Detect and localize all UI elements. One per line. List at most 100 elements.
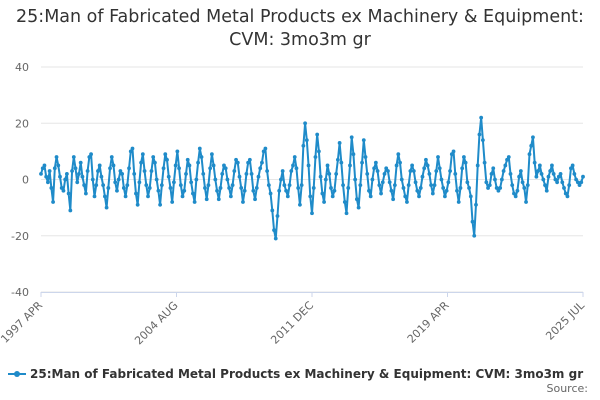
data-point[interactable]	[335, 157, 340, 162]
data-point[interactable]	[480, 138, 485, 143]
data-point[interactable]	[58, 174, 62, 179]
data-point[interactable]	[455, 188, 459, 193]
data-point[interactable]	[142, 169, 147, 173]
data-point[interactable]	[406, 183, 411, 188]
data-point[interactable]	[125, 183, 130, 188]
data-point[interactable]	[386, 169, 390, 173]
data-point[interactable]	[253, 197, 257, 202]
data-point[interactable]	[475, 163, 480, 168]
data-point[interactable]	[104, 205, 109, 210]
data-point[interactable]	[151, 155, 156, 159]
data-point[interactable]	[237, 174, 242, 179]
data-point[interactable]	[349, 135, 354, 140]
data-point[interactable]	[275, 214, 280, 218]
data-point[interactable]	[391, 197, 396, 202]
data-point[interactable]	[379, 191, 383, 196]
data-point[interactable]	[54, 155, 59, 159]
data-point[interactable]	[82, 183, 87, 188]
data-point[interactable]	[246, 160, 251, 165]
data-point[interactable]	[437, 166, 442, 171]
data-point[interactable]	[194, 177, 199, 182]
data-point[interactable]	[249, 171, 254, 176]
data-point[interactable]	[498, 186, 503, 190]
data-point[interactable]	[430, 191, 435, 196]
data-point[interactable]	[499, 177, 504, 182]
data-point[interactable]	[567, 183, 572, 188]
data-point[interactable]	[550, 163, 554, 168]
data-point[interactable]	[569, 166, 573, 171]
data-point[interactable]	[159, 183, 164, 188]
data-point[interactable]	[161, 166, 166, 171]
data-point[interactable]	[358, 183, 363, 188]
data-point[interactable]	[192, 200, 197, 204]
data-point[interactable]	[75, 180, 80, 185]
data-point[interactable]	[308, 194, 313, 199]
data-point[interactable]	[462, 155, 466, 159]
data-point[interactable]	[493, 177, 497, 182]
data-point[interactable]	[227, 186, 232, 190]
data-point[interactable]	[294, 166, 299, 171]
data-point[interactable]	[254, 186, 259, 190]
data-point[interactable]	[524, 200, 528, 204]
data-point[interactable]	[484, 180, 489, 185]
data-point[interactable]	[325, 163, 330, 168]
data-point[interactable]	[427, 171, 432, 176]
data-point[interactable]	[99, 174, 104, 179]
data-point[interactable]	[332, 188, 337, 193]
data-point[interactable]	[199, 155, 204, 159]
data-point[interactable]	[313, 155, 318, 159]
data-point[interactable]	[337, 141, 342, 145]
data-point[interactable]	[436, 155, 440, 159]
data-point[interactable]	[505, 157, 509, 162]
data-point[interactable]	[320, 191, 325, 196]
data-point[interactable]	[261, 149, 266, 154]
data-point[interactable]	[109, 155, 114, 159]
data-point[interactable]	[534, 174, 539, 179]
data-point[interactable]	[247, 157, 252, 162]
data-point[interactable]	[299, 183, 304, 188]
data-point[interactable]	[403, 194, 408, 199]
data-point[interactable]	[401, 186, 406, 190]
data-point[interactable]	[94, 183, 99, 188]
data-point[interactable]	[368, 194, 373, 199]
data-point[interactable]	[425, 163, 430, 168]
data-point[interactable]	[306, 163, 311, 168]
data-point[interactable]	[284, 188, 289, 193]
data-point[interactable]	[365, 171, 370, 176]
data-point[interactable]	[304, 138, 309, 143]
data-point[interactable]	[51, 200, 55, 204]
data-point[interactable]	[344, 211, 349, 216]
data-point[interactable]	[411, 169, 416, 173]
data-point[interactable]	[392, 183, 397, 188]
data-point[interactable]	[189, 180, 194, 185]
data-point[interactable]	[346, 186, 351, 190]
data-point[interactable]	[372, 166, 377, 171]
data-point[interactable]	[434, 169, 439, 173]
data-point[interactable]	[265, 169, 270, 173]
data-point[interactable]	[153, 160, 157, 165]
data-point[interactable]	[146, 194, 150, 199]
data-point[interactable]	[562, 186, 566, 190]
data-point[interactable]	[154, 177, 159, 182]
data-point[interactable]	[453, 171, 458, 176]
data-point[interactable]	[489, 171, 494, 176]
data-point[interactable]	[232, 169, 237, 173]
data-point[interactable]	[197, 146, 202, 151]
data-point[interactable]	[285, 194, 290, 199]
data-point[interactable]	[361, 138, 366, 143]
data-point[interactable]	[120, 171, 125, 176]
data-point[interactable]	[137, 180, 142, 185]
data-point[interactable]	[477, 132, 482, 137]
data-point[interactable]	[241, 200, 245, 204]
data-point[interactable]	[282, 183, 287, 188]
data-point[interactable]	[201, 171, 206, 176]
data-point[interactable]	[375, 169, 380, 173]
data-point[interactable]	[577, 183, 582, 188]
data-point[interactable]	[410, 163, 415, 168]
data-point[interactable]	[130, 146, 135, 151]
data-point[interactable]	[242, 188, 247, 193]
data-point[interactable]	[149, 169, 154, 173]
data-point[interactable]	[40, 166, 45, 171]
data-point[interactable]	[449, 152, 454, 157]
data-point[interactable]	[44, 174, 49, 179]
